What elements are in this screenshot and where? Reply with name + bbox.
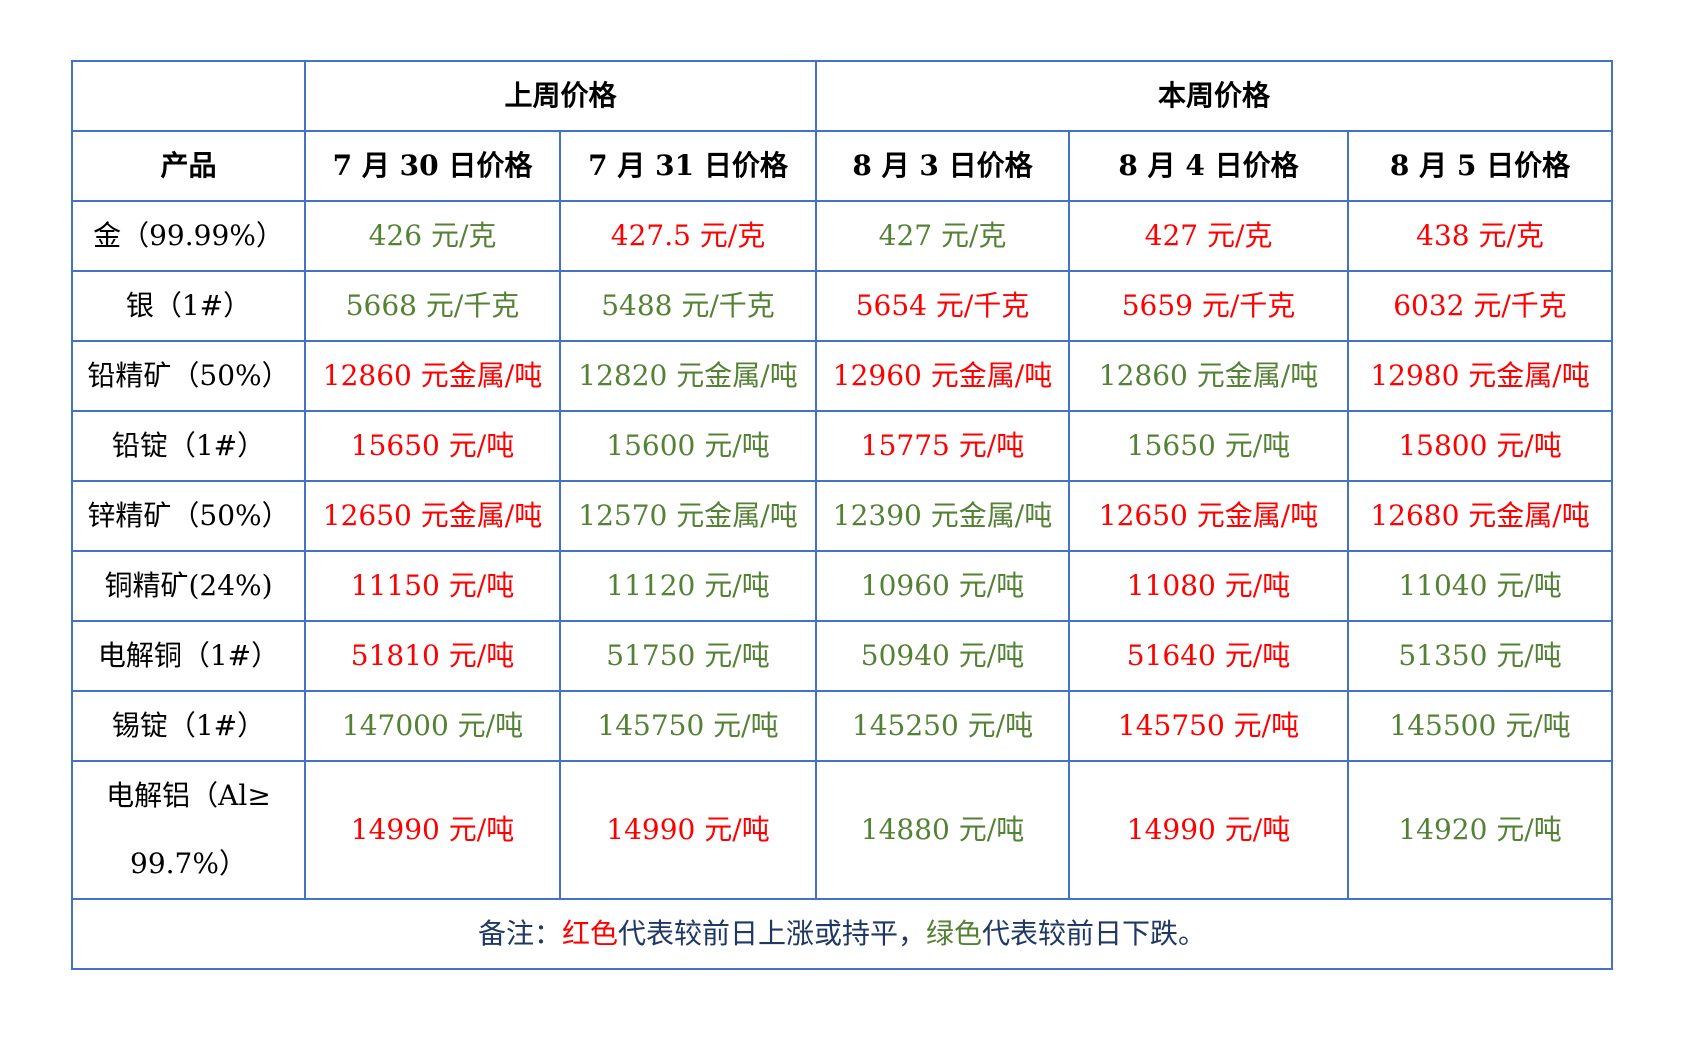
product-header: 产品	[71, 130, 306, 202]
this-week-header: 本周价格	[815, 60, 1614, 132]
note-cell: 备注：红色代表较前日上涨或持平，绿色代表较前日下跌。	[70, 898, 1614, 970]
price-cell: 12650 元金属/吨	[304, 480, 561, 552]
table-row: 银（1#） 5668 元/千克 5488 元/千克 5654 元/千克 5659…	[71, 270, 1614, 342]
price-cell: 15800 元/吨	[1347, 410, 1614, 482]
price-cell: 5488 元/千克	[558, 270, 818, 342]
price-cell: 145250 元/吨	[815, 690, 1071, 762]
date-header: 8 月 3 日价格	[815, 130, 1071, 202]
product-name-line: 电解铝（Al≥	[106, 779, 271, 812]
note-red-word: 红色	[561, 917, 618, 951]
price-cell: 14990 元/吨	[1068, 760, 1350, 900]
date-header: 8 月 5 日价格	[1347, 130, 1614, 202]
product-name: 锌精矿（50%）	[71, 480, 306, 552]
empty-corner-cell	[71, 60, 306, 132]
price-cell: 438 元/克	[1347, 200, 1614, 272]
product-name: 银（1#）	[71, 270, 306, 342]
price-cell: 51810 元/吨	[304, 620, 561, 692]
price-table: 上周价格 本周价格 产品 7 月 30 日价格 7 月 31 日价格 8 月 3…	[70, 60, 1614, 970]
note-green-desc: 代表较前日下跌。	[982, 917, 1207, 951]
note-row: 备注：红色代表较前日上涨或持平，绿色代表较前日下跌。	[70, 898, 1614, 970]
price-cell: 427 元/克	[815, 200, 1071, 272]
price-cell: 5654 元/千克	[815, 270, 1071, 342]
price-cell: 12960 元金属/吨	[815, 340, 1071, 412]
price-cell: 11040 元/吨	[1347, 550, 1614, 622]
price-cell: 14990 元/吨	[558, 760, 818, 900]
table-row: 铅锭（1#） 15650 元/吨 15600 元/吨 15775 元/吨 156…	[71, 410, 1614, 482]
price-cell: 14990 元/吨	[304, 760, 561, 900]
product-name: 电解铜（1#）	[71, 620, 306, 692]
table-row: 锌精矿（50%） 12650 元金属/吨 12570 元金属/吨 12390 元…	[71, 480, 1614, 552]
note-green-word: 绿色	[926, 917, 983, 951]
price-cell: 12390 元金属/吨	[815, 480, 1071, 552]
price-cell: 12980 元金属/吨	[1347, 340, 1614, 412]
price-cell: 147000 元/吨	[304, 690, 561, 762]
table-row: 电解铝（Al≥ 99.7%） 14990 元/吨 14990 元/吨 14880 …	[71, 760, 1614, 900]
product-name: 铅锭（1#）	[71, 410, 306, 482]
price-cell: 14880 元/吨	[815, 760, 1071, 900]
price-cell: 145750 元/吨	[558, 690, 818, 762]
price-cell: 426 元/克	[304, 200, 561, 272]
price-cell: 12860 元金属/吨	[1068, 340, 1350, 412]
price-cell: 12820 元金属/吨	[558, 340, 818, 412]
note-red-desc: 代表较前日上涨或持平，	[618, 917, 927, 951]
price-cell: 15650 元/吨	[1068, 410, 1350, 482]
table-row: 铜精矿(24%) 11150 元/吨 11120 元/吨 10960 元/吨 1…	[71, 550, 1614, 622]
product-name-line: 99.7%）	[130, 847, 247, 880]
table-row: 铅精矿（50%） 12860 元金属/吨 12820 元金属/吨 12960 元…	[71, 340, 1614, 412]
price-cell: 427.5 元/克	[558, 200, 818, 272]
price-cell: 11080 元/吨	[1068, 550, 1350, 622]
price-cell: 145500 元/吨	[1347, 690, 1614, 762]
date-header: 7 月 31 日价格	[558, 130, 818, 202]
price-cell: 5668 元/千克	[304, 270, 561, 342]
product-name: 铅精矿（50%）	[71, 340, 306, 412]
price-cell: 12650 元金属/吨	[1068, 480, 1350, 552]
price-cell: 427 元/克	[1068, 200, 1350, 272]
price-cell: 50940 元/吨	[815, 620, 1071, 692]
note-prefix: 备注：	[477, 917, 562, 951]
product-name: 金（99.99%）	[71, 200, 306, 272]
group-header-row: 上周价格 本周价格	[71, 60, 1614, 132]
table-row: 金（99.99%） 426 元/克 427.5 元/克 427 元/克 427 …	[71, 200, 1614, 272]
product-name: 锡锭（1#）	[71, 690, 306, 762]
price-cell: 6032 元/千克	[1347, 270, 1614, 342]
price-cell: 11150 元/吨	[304, 550, 561, 622]
price-cell: 15650 元/吨	[304, 410, 561, 482]
price-cell: 51640 元/吨	[1068, 620, 1350, 692]
date-header-row: 产品 7 月 30 日价格 7 月 31 日价格 8 月 3 日价格 8 月 4…	[71, 130, 1614, 202]
product-name: 铜精矿(24%)	[71, 550, 306, 622]
table-row: 锡锭（1#） 147000 元/吨 145750 元/吨 145250 元/吨 …	[71, 690, 1614, 762]
table-row: 电解铜（1#） 51810 元/吨 51750 元/吨 50940 元/吨 51…	[71, 620, 1614, 692]
price-cell: 51350 元/吨	[1347, 620, 1614, 692]
price-cell: 5659 元/千克	[1068, 270, 1350, 342]
price-cell: 51750 元/吨	[558, 620, 818, 692]
price-cell: 15600 元/吨	[558, 410, 818, 482]
price-cell: 145750 元/吨	[1068, 690, 1350, 762]
price-cell: 14920 元/吨	[1347, 760, 1614, 900]
price-cell: 12680 元金属/吨	[1347, 480, 1614, 552]
price-cell: 10960 元/吨	[815, 550, 1071, 622]
price-cell: 12570 元金属/吨	[558, 480, 818, 552]
price-cell: 15775 元/吨	[815, 410, 1071, 482]
date-header: 7 月 30 日价格	[304, 130, 561, 202]
price-cell: 12860 元金属/吨	[304, 340, 561, 412]
date-header: 8 月 4 日价格	[1068, 130, 1350, 202]
price-cell: 11120 元/吨	[558, 550, 818, 622]
last-week-header: 上周价格	[303, 60, 818, 132]
product-name: 电解铝（Al≥ 99.7%）	[71, 760, 306, 900]
